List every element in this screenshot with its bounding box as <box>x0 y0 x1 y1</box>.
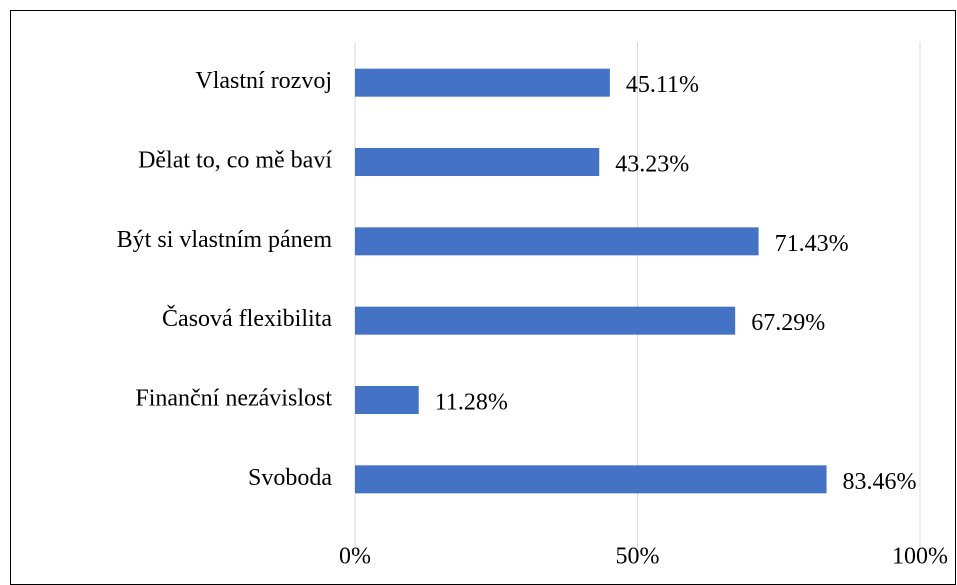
y-tick-label: Časová flexibilita <box>162 305 332 332</box>
y-tick-label: Finanční nezávislost <box>135 386 332 412</box>
value-label: 45.11% <box>626 72 699 98</box>
x-tick-label: 50% <box>616 544 660 570</box>
value-label: 11.28% <box>435 390 508 416</box>
x-tick-label: 100% <box>892 544 948 570</box>
x-tick-label: 0% <box>339 544 371 570</box>
bar <box>355 148 600 176</box>
y-tick-label: Vlastní rozvoj <box>195 68 332 94</box>
value-label: 43.23% <box>615 152 689 178</box>
bar <box>355 227 759 256</box>
y-tick-label: Svoboda <box>248 465 332 491</box>
y-tick-label: Být si vlastním pánem <box>117 227 333 253</box>
bar <box>355 68 610 97</box>
value-label: 71.43% <box>775 231 849 257</box>
bar <box>355 306 736 335</box>
bar <box>355 465 827 494</box>
value-label: 67.29% <box>751 310 825 336</box>
y-tick-label: Dělat to, co mě baví <box>138 148 332 174</box>
value-label: 83.46% <box>843 469 917 495</box>
bar <box>355 386 419 414</box>
